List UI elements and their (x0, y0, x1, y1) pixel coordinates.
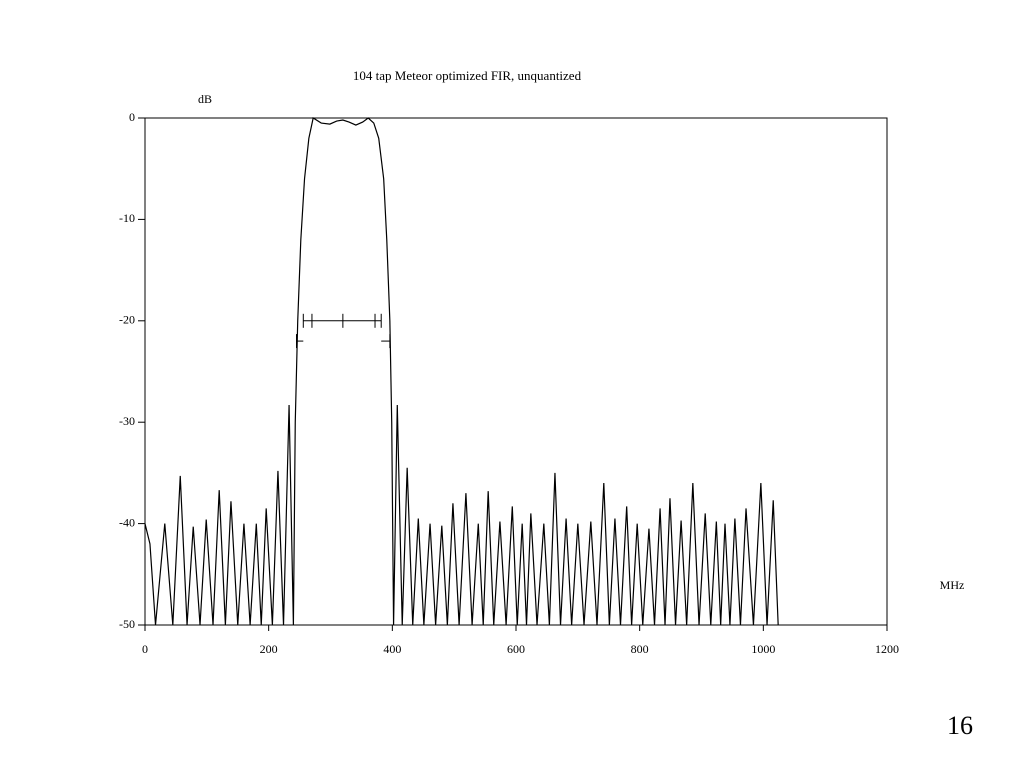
chart-title: 104 tap Meteor optimized FIR, unquantize… (353, 68, 582, 83)
x-tick-label: 800 (631, 642, 649, 656)
x-tick-label: 400 (383, 642, 401, 656)
x-tick-label: 600 (507, 642, 525, 656)
x-tick-label: 0 (142, 642, 148, 656)
page-number: 16 (947, 711, 973, 740)
y-axis-label: dB (198, 92, 212, 106)
x-tick-label: 1200 (875, 642, 899, 656)
y-tick-label: -40 (119, 515, 135, 529)
y-tick-label: -50 (119, 617, 135, 631)
y-tick-label: -30 (119, 414, 135, 428)
y-tick-label: -10 (119, 211, 135, 225)
y-tick-label: -20 (119, 313, 135, 327)
x-axis-label: MHz (940, 578, 965, 592)
y-tick-label: 0 (129, 110, 135, 124)
response-curve (144, 117, 779, 626)
x-tick-label: 1000 (751, 642, 775, 656)
x-tick-label: 200 (260, 642, 278, 656)
